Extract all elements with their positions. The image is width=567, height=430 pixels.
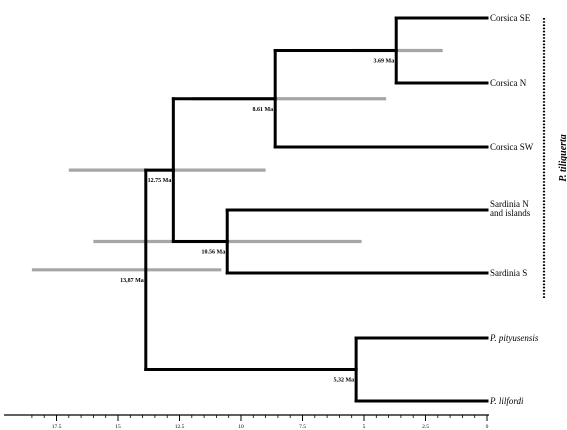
- axis-tick-label: 12.5: [175, 424, 185, 430]
- node-age-n_corsica: 8.61 Ma: [253, 107, 274, 113]
- axis-tick-label: 7.5: [299, 424, 306, 430]
- axis-tick-label: 5: [363, 424, 366, 430]
- taxon-label-lilfordi: P. lilfordi: [489, 396, 524, 406]
- node-age-n_sardinia: 10.56 Ma: [202, 250, 226, 256]
- taxon-label-corsica_se: Corsica SE: [490, 13, 531, 23]
- node-age-n_pit_lil: 5,32 Ma: [333, 378, 354, 384]
- node-age-n_tiliguerta: 12.75 Ma: [148, 178, 172, 184]
- taxon-label-corsica_n: Corsica N: [490, 78, 527, 88]
- tree-branches: [144, 16, 489, 403]
- axis-tick-label: 17.5: [52, 424, 62, 430]
- taxon-labels: Corsica SE Corsica N Corsica SW Sardinia Na…: [489, 13, 539, 406]
- axis-tick-label: 15: [115, 424, 121, 430]
- taxon-label-pityusensis: P. pityusensis: [489, 333, 539, 343]
- time-axis: 17.5 15 12.5 10 7.5 5 2.5 0: [4, 414, 489, 430]
- confidence-interval-bars: [31, 48, 443, 272]
- axis-tick-label: 0: [486, 424, 489, 430]
- node-age-labels: 3.69 Ma 8.61 Ma 10.56 Ma 12.75 Ma 5,32 Ma 13,…: [120, 59, 394, 384]
- clade-label: P. tiliguerta: [558, 134, 567, 182]
- node-age-n_root: 13,87 Ma: [120, 278, 144, 284]
- node-age-n_corsica_se_n: 3.69 Ma: [374, 59, 395, 65]
- taxon-label-sardinia_n: and islands: [490, 208, 531, 218]
- clade-bracket: P. tiliguerta: [542, 18, 567, 298]
- axis-tick-label: 2.5: [422, 424, 429, 430]
- axis-tick-label: 10: [238, 424, 244, 430]
- taxon-label-sardinia_s: Sardinia S: [490, 268, 527, 278]
- taxon-label-corsica_sw: Corsica SW: [490, 142, 534, 152]
- taxon-label-sardinia_n: Sardinia N: [490, 199, 529, 209]
